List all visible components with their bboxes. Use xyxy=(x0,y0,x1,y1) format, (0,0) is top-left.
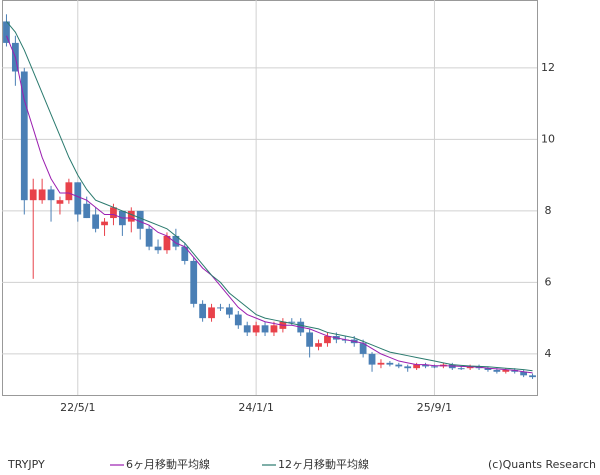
candle-body xyxy=(243,325,251,333)
candle-body xyxy=(65,182,73,201)
candle-body xyxy=(74,182,82,215)
y-tick-label: 6 xyxy=(545,275,552,288)
candle-body xyxy=(199,303,207,319)
candle-body xyxy=(502,369,510,372)
candle-body xyxy=(92,214,100,229)
candle-body xyxy=(110,207,117,219)
candle-body xyxy=(270,325,278,333)
credit: (c)Quants Research xyxy=(488,458,596,471)
candle-body xyxy=(493,369,501,372)
candle-body xyxy=(368,353,376,365)
candle-body xyxy=(29,189,37,201)
candle-body xyxy=(511,369,519,372)
candle-body xyxy=(431,366,438,368)
x-tick-label: 24/1/1 xyxy=(238,401,273,414)
candle-body xyxy=(136,210,144,229)
candle-body xyxy=(324,336,331,344)
candle-body xyxy=(484,368,492,370)
chart-title: TRYJPY xyxy=(7,458,45,471)
y-tick-label: 12 xyxy=(541,61,555,74)
candle-body xyxy=(172,235,180,247)
candle-body xyxy=(315,343,322,347)
candle-body xyxy=(377,362,385,365)
candle-body xyxy=(466,366,474,369)
candle-body xyxy=(359,343,367,354)
ma-line xyxy=(6,21,533,372)
candle-body xyxy=(127,210,135,222)
candle-body xyxy=(520,371,528,376)
candle-body xyxy=(386,362,394,365)
candle-body xyxy=(225,307,233,315)
candle-body xyxy=(252,325,260,333)
ma-line xyxy=(5,35,533,374)
candle-body xyxy=(83,203,91,219)
candle-body xyxy=(3,21,10,43)
candle-body xyxy=(395,364,403,367)
candle-body xyxy=(234,314,242,326)
candle-body xyxy=(154,246,162,251)
y-tick-label: 8 xyxy=(545,204,552,217)
candle-body xyxy=(457,368,465,370)
candle-body xyxy=(47,189,55,201)
plot-frame xyxy=(2,0,538,396)
candle-body xyxy=(306,332,314,347)
candle-body xyxy=(404,366,412,369)
candle-body xyxy=(529,375,536,378)
candle-body xyxy=(288,321,296,323)
candle-body xyxy=(56,200,64,204)
candle-body xyxy=(20,71,28,201)
y-tick-label: 10 xyxy=(541,132,555,145)
candle-body xyxy=(38,189,46,201)
candle-body xyxy=(101,221,108,226)
x-tick-label: 22/5/1 xyxy=(60,401,95,414)
candle-body xyxy=(208,307,215,319)
candle-body xyxy=(261,325,269,333)
x-tick-label: 25/9/1 xyxy=(417,401,452,414)
candle-body xyxy=(422,364,429,367)
candle-body xyxy=(145,228,153,247)
candle-body xyxy=(413,364,421,369)
candle-body xyxy=(217,307,224,309)
candle-body xyxy=(190,260,198,304)
legend-label: 12ヶ月移動平均線 xyxy=(278,457,369,471)
candle-body xyxy=(163,235,171,251)
y-tick-label: 4 xyxy=(545,347,552,360)
candle-body xyxy=(181,246,189,261)
legend-label: 6ヶ月移動平均線 xyxy=(126,457,210,471)
